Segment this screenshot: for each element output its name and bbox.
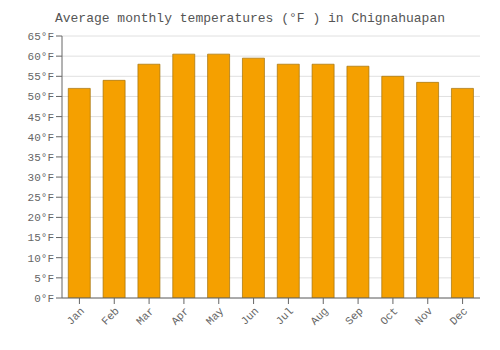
svg-text:60°F: 60°F	[28, 51, 54, 63]
svg-text:50°F: 50°F	[28, 91, 54, 103]
svg-text:30°F: 30°F	[28, 172, 54, 184]
svg-text:25°F: 25°F	[28, 192, 54, 204]
svg-text:0°F: 0°F	[34, 293, 54, 305]
svg-text:35°F: 35°F	[28, 152, 54, 164]
svg-text:10°F: 10°F	[28, 253, 54, 265]
svg-text:Dec: Dec	[448, 305, 470, 327]
svg-text:Aug: Aug	[308, 305, 330, 327]
svg-text:Mar: Mar	[134, 305, 156, 327]
svg-text:20°F: 20°F	[28, 212, 54, 224]
svg-text:Oct: Oct	[378, 305, 400, 327]
svg-text:Sep: Sep	[343, 305, 365, 327]
svg-text:40°F: 40°F	[28, 132, 54, 144]
svg-text:55°F: 55°F	[28, 71, 54, 83]
svg-text:Nov: Nov	[413, 305, 436, 328]
svg-text:5°F: 5°F	[34, 273, 54, 285]
svg-text:Jan: Jan	[65, 305, 87, 327]
svg-text:Apr: Apr	[169, 305, 191, 327]
svg-text:Jun: Jun	[239, 305, 261, 327]
svg-text:15°F: 15°F	[28, 232, 54, 244]
html-text:Average monthly temperatures (: Average monthly temperatures (°F ) in Ch…	[55, 11, 445, 26]
svg-text:May: May	[204, 305, 227, 328]
svg-text:Feb: Feb	[99, 305, 121, 327]
svg-text:45°F: 45°F	[28, 112, 54, 124]
svg-text:Jul: Jul	[274, 305, 296, 327]
svg-text:65°F: 65°F	[28, 31, 54, 43]
